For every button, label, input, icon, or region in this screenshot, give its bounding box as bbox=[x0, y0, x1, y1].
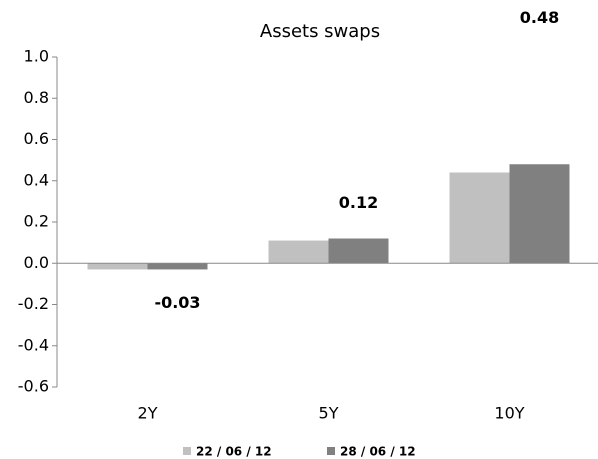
data-label: 0.12 bbox=[339, 193, 378, 212]
chart-title: Assets swaps bbox=[260, 21, 380, 42]
bar bbox=[328, 238, 389, 264]
x-tick-label: 5Y bbox=[319, 404, 339, 423]
y-tick-label: 0.4 bbox=[24, 170, 49, 189]
legend-label: 28 / 06 / 12 bbox=[340, 445, 416, 459]
y-tick-label: 0.6 bbox=[24, 129, 49, 148]
y-tick-label: 0.0 bbox=[24, 253, 49, 272]
y-tick-label: -0.6 bbox=[18, 377, 49, 396]
legend-label: 22 / 06 / 12 bbox=[196, 445, 272, 459]
y-tick-label: 1.0 bbox=[24, 47, 49, 66]
x-tick-label: 2Y bbox=[138, 404, 158, 423]
y-tick-label: -0.4 bbox=[18, 335, 49, 354]
bar bbox=[268, 240, 329, 264]
bar bbox=[449, 172, 510, 264]
y-tick-label: 0.2 bbox=[24, 212, 49, 231]
data-label: 0.48 bbox=[520, 8, 559, 27]
x-tick-label: 10Y bbox=[494, 404, 524, 423]
y-tick-label: -0.2 bbox=[18, 294, 49, 313]
legend-swatch bbox=[327, 447, 335, 455]
bar bbox=[147, 263, 208, 270]
bar bbox=[87, 263, 148, 270]
y-tick-label: 0.8 bbox=[24, 88, 49, 107]
data-label: -0.03 bbox=[154, 293, 200, 312]
bar bbox=[509, 164, 570, 264]
legend-swatch bbox=[183, 447, 191, 455]
